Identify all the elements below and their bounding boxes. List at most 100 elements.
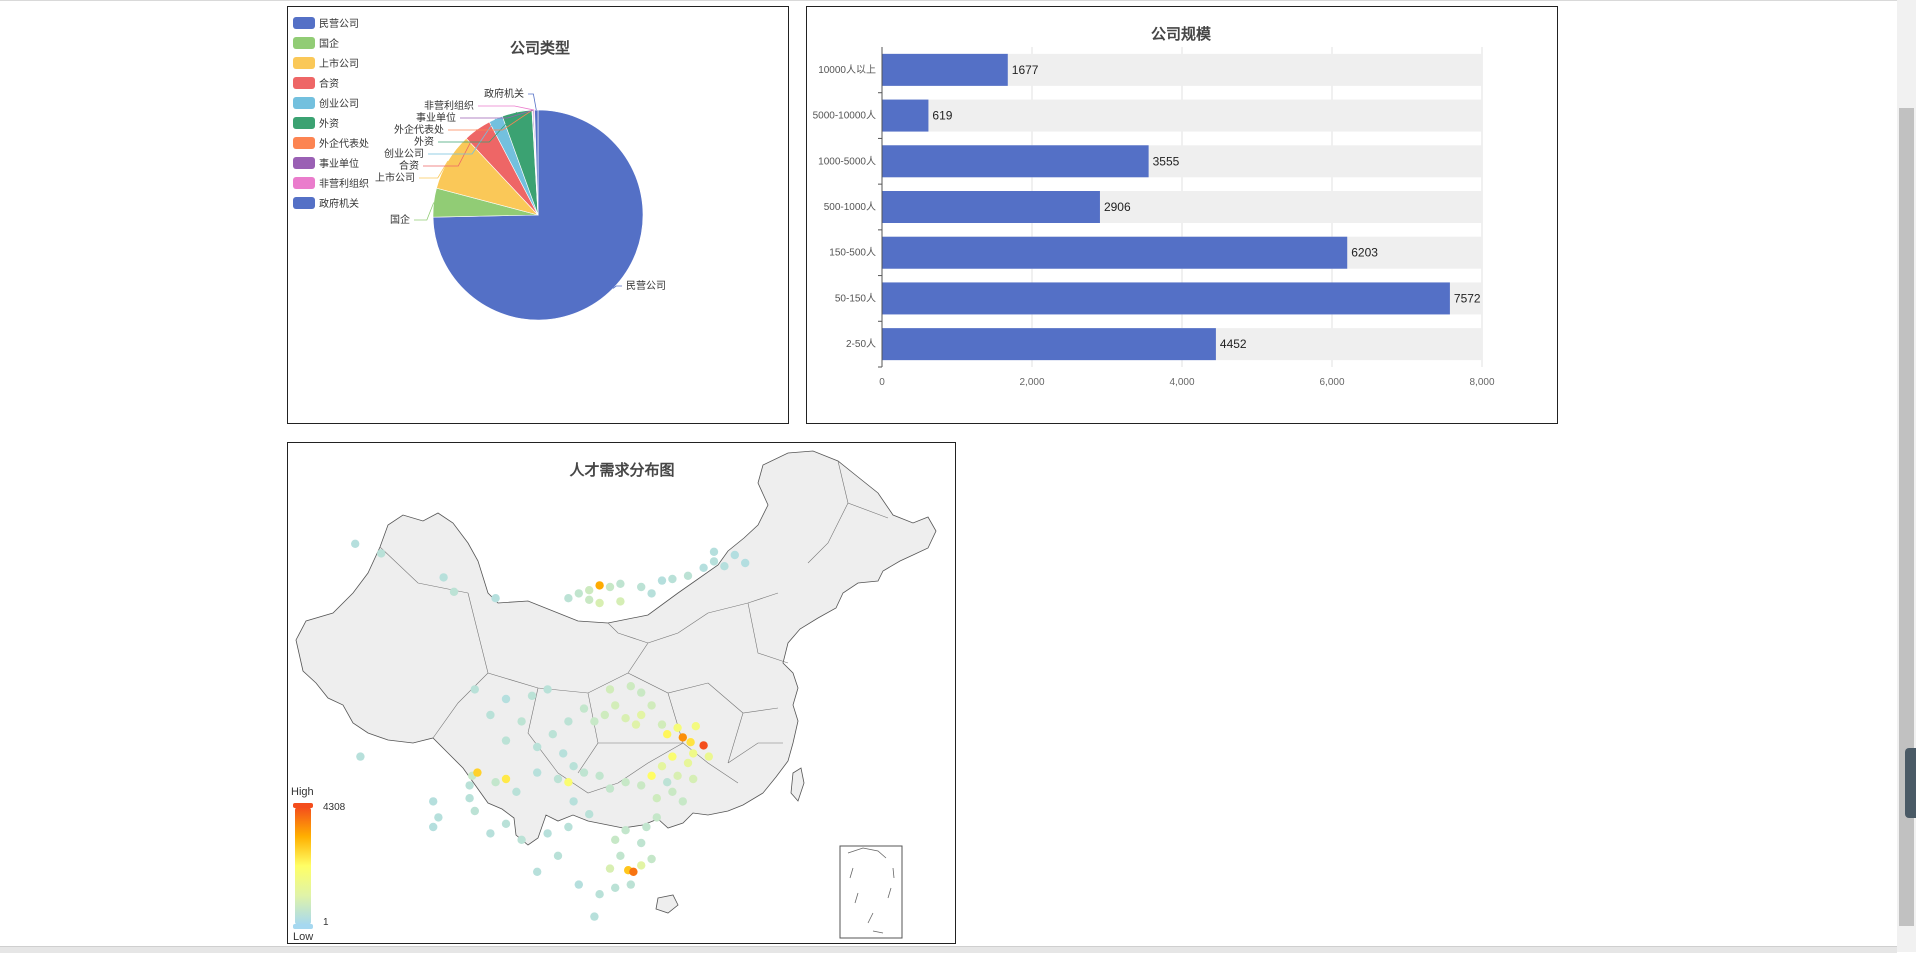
map-point[interactable] bbox=[429, 822, 438, 832]
side-widget-handle[interactable] bbox=[1905, 748, 1916, 818]
map-point[interactable] bbox=[377, 549, 386, 558]
map-point[interactable] bbox=[686, 738, 695, 747]
map-point[interactable] bbox=[533, 768, 542, 777]
map-point[interactable] bbox=[631, 720, 641, 729]
map-point[interactable] bbox=[553, 851, 563, 860]
map-point[interactable] bbox=[629, 867, 638, 876]
map-point[interactable] bbox=[699, 741, 708, 750]
map-point[interactable] bbox=[429, 797, 438, 806]
map-point[interactable] bbox=[605, 685, 615, 694]
map-point[interactable] bbox=[605, 784, 615, 793]
map-point[interactable] bbox=[470, 685, 479, 694]
pie-legend-item[interactable]: 民营公司 bbox=[293, 17, 359, 30]
pie-legend-item[interactable]: 外资 bbox=[293, 117, 339, 130]
map-point[interactable] bbox=[473, 768, 482, 777]
map-point[interactable] bbox=[600, 710, 609, 720]
pie-legend-item[interactable]: 政府机关 bbox=[293, 197, 359, 210]
map-point[interactable] bbox=[611, 883, 620, 892]
map-point[interactable] bbox=[691, 722, 700, 731]
map-point[interactable] bbox=[683, 571, 693, 580]
map-point[interactable] bbox=[657, 720, 667, 729]
map-point[interactable] bbox=[486, 710, 495, 720]
map-point[interactable] bbox=[668, 752, 677, 761]
map-point[interactable] bbox=[501, 694, 511, 704]
map-point[interactable] bbox=[579, 768, 589, 777]
map-point[interactable] bbox=[543, 685, 552, 694]
map-point[interactable] bbox=[501, 774, 511, 784]
map-point[interactable] bbox=[590, 912, 599, 921]
map-point[interactable] bbox=[605, 582, 615, 592]
map-point[interactable] bbox=[351, 539, 360, 548]
map-point[interactable] bbox=[699, 563, 708, 572]
bar[interactable] bbox=[882, 236, 1348, 269]
map-point[interactable] bbox=[663, 730, 672, 739]
map-point[interactable] bbox=[652, 794, 661, 803]
map-point[interactable] bbox=[585, 586, 594, 595]
map-point[interactable] bbox=[709, 557, 719, 566]
map-point[interactable] bbox=[595, 598, 604, 608]
map-point[interactable] bbox=[673, 723, 682, 732]
map-point[interactable] bbox=[657, 576, 667, 585]
map-point[interactable] bbox=[595, 581, 604, 590]
map-point[interactable] bbox=[642, 822, 651, 832]
map-point[interactable] bbox=[663, 778, 672, 787]
map-point[interactable] bbox=[709, 547, 719, 556]
map-point[interactable] bbox=[564, 822, 573, 832]
map-point[interactable] bbox=[559, 749, 568, 758]
map-point[interactable] bbox=[647, 771, 656, 780]
map-point[interactable] bbox=[689, 774, 698, 784]
map-point[interactable] bbox=[501, 736, 511, 745]
map-point[interactable] bbox=[611, 701, 620, 710]
scrollbar-thumb[interactable] bbox=[1899, 108, 1914, 926]
map-point[interactable] bbox=[668, 574, 677, 584]
map-point[interactable] bbox=[533, 742, 542, 752]
map-point[interactable] bbox=[637, 861, 646, 870]
map-point[interactable] bbox=[553, 774, 563, 784]
pie-legend-item[interactable]: 事业单位 bbox=[293, 157, 359, 170]
bar[interactable] bbox=[882, 328, 1216, 361]
map-point[interactable] bbox=[720, 562, 729, 571]
map-point[interactable] bbox=[605, 864, 615, 873]
pie-legend-item[interactable]: 国企 bbox=[293, 37, 339, 50]
map-point[interactable] bbox=[683, 758, 693, 768]
map-point[interactable] bbox=[652, 813, 661, 822]
map-point[interactable] bbox=[574, 880, 583, 889]
map-point[interactable] bbox=[647, 701, 656, 710]
pie-legend-item[interactable]: 创业公司 bbox=[293, 97, 359, 110]
visual-map-high-handle[interactable] bbox=[293, 803, 313, 808]
map-point[interactable] bbox=[585, 810, 594, 819]
map-point[interactable] bbox=[626, 880, 635, 889]
map-point[interactable] bbox=[647, 589, 656, 598]
map-point[interactable] bbox=[616, 851, 625, 860]
pie-legend-item[interactable]: 非营利组织 bbox=[293, 177, 369, 190]
bar[interactable] bbox=[882, 191, 1100, 223]
map-point[interactable] bbox=[585, 595, 594, 604]
map-point[interactable] bbox=[616, 597, 625, 606]
map-point[interactable] bbox=[564, 717, 573, 726]
map-point[interactable] bbox=[579, 704, 589, 713]
map-point[interactable] bbox=[564, 594, 573, 603]
map-point[interactable] bbox=[668, 787, 677, 796]
map-point[interactable] bbox=[449, 587, 459, 596]
map-point[interactable] bbox=[678, 797, 687, 806]
map-point[interactable] bbox=[637, 781, 646, 790]
map-point[interactable] bbox=[689, 749, 698, 758]
map-point[interactable] bbox=[730, 550, 739, 560]
map-point[interactable] bbox=[356, 752, 365, 761]
map-point[interactable] bbox=[590, 717, 599, 726]
map-point[interactable] bbox=[595, 771, 604, 780]
pie-legend-item[interactable]: 上市公司 bbox=[293, 57, 359, 70]
map-point[interactable] bbox=[527, 691, 537, 700]
map-point[interactable] bbox=[621, 714, 630, 723]
map-point[interactable] bbox=[486, 829, 495, 838]
map-point[interactable] bbox=[533, 867, 542, 876]
visual-map-low-handle[interactable] bbox=[293, 924, 313, 929]
pie-legend-item[interactable]: 合资 bbox=[293, 77, 339, 90]
map-point[interactable] bbox=[569, 762, 578, 771]
map-point[interactable] bbox=[626, 682, 635, 691]
map-point[interactable] bbox=[574, 589, 583, 598]
map-point[interactable] bbox=[621, 778, 630, 787]
map-point[interactable] bbox=[637, 838, 646, 848]
map-point[interactable] bbox=[637, 710, 646, 720]
map-point[interactable] bbox=[491, 594, 500, 603]
